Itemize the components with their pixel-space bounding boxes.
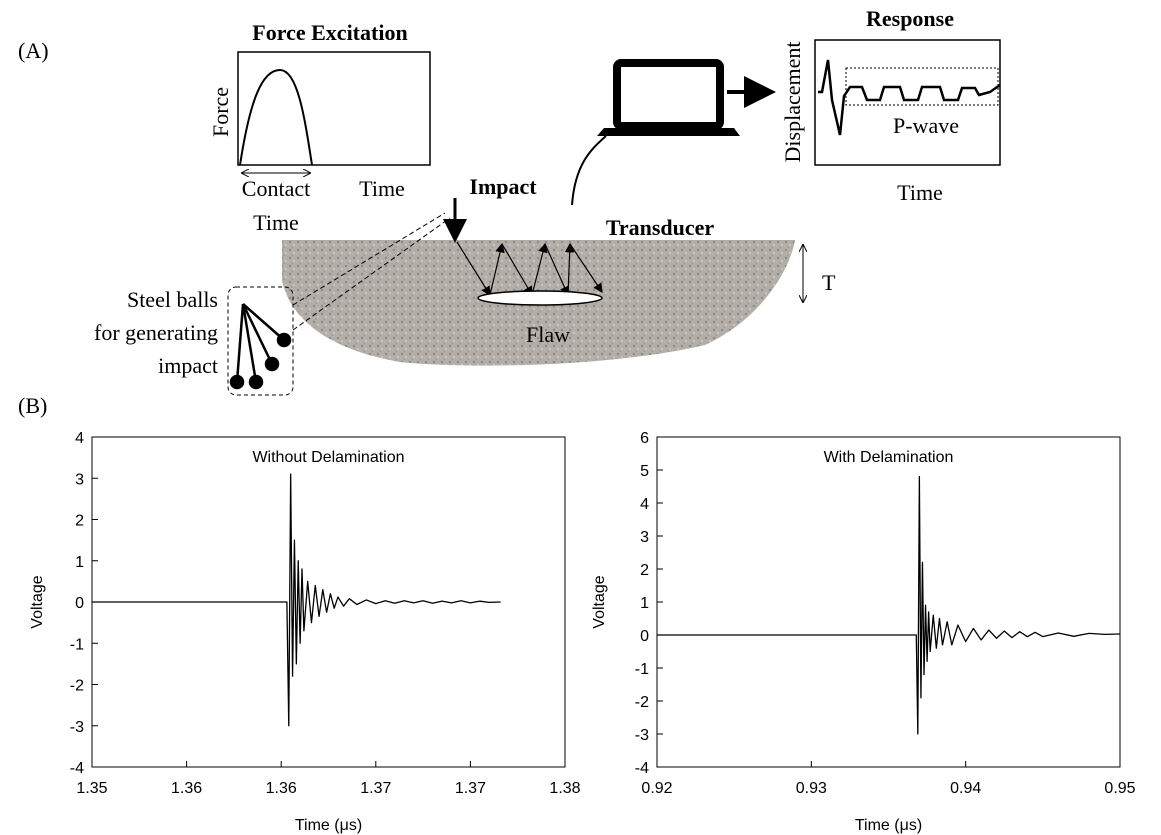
x-tick-label: 1.36 <box>171 780 202 797</box>
y-tick-label: 3 <box>640 529 649 546</box>
force-axis: Force <box>208 87 233 137</box>
x-axis-label: Time (μs) <box>295 817 362 834</box>
x-tick-label: 1.35 <box>76 780 107 797</box>
x-tick-label: 0.94 <box>950 780 981 797</box>
contact-label: Time <box>253 210 299 235</box>
force-title: Force Excitation <box>252 20 407 45</box>
y-tick-label: -2 <box>70 678 84 695</box>
p-wave-box <box>845 67 999 106</box>
y-tick-label: -1 <box>635 661 649 678</box>
x-axis-label: Time (μs) <box>855 817 922 834</box>
panel-label: (B) <box>18 393 47 418</box>
y-axis-label: Voltage <box>29 575 46 628</box>
y-tick-label: 3 <box>75 471 84 488</box>
wave-paths <box>456 241 603 297</box>
force-box <box>237 51 431 166</box>
p-wave: P-wave <box>893 113 959 138</box>
y-tick-label: 4 <box>75 430 84 447</box>
y-tick-label: 2 <box>640 562 649 579</box>
x-tick-label: 0.93 <box>796 780 827 797</box>
cable <box>571 135 607 206</box>
flaw-shape <box>477 290 603 306</box>
impact: Impact <box>469 174 537 199</box>
y-tick-label: 2 <box>75 513 84 530</box>
y-axis-label: Voltage <box>591 575 608 628</box>
x-tick-label: 1.38 <box>549 780 580 797</box>
flaw: Flaw <box>526 322 570 347</box>
response-box <box>814 39 1001 166</box>
x-tick-label: 1.36 <box>266 780 297 797</box>
response-time: Time <box>897 180 943 205</box>
y-tick-label: 1 <box>75 554 84 571</box>
steel-balls-label: impact <box>158 353 218 378</box>
chart-title: With Delamination <box>824 449 954 466</box>
plot-frame <box>656 436 1121 768</box>
x-tick-label: 1.37 <box>455 780 486 797</box>
y-tick-label: 5 <box>640 463 649 480</box>
y-tick-label: -4 <box>70 760 84 777</box>
signal-line <box>92 473 501 727</box>
dashed-link <box>292 212 446 306</box>
response-curve <box>818 59 1001 136</box>
response-title: Response <box>866 6 954 31</box>
steel-balls <box>229 303 292 390</box>
y-tick-label: -3 <box>70 719 84 736</box>
y-tick-label: 0 <box>640 628 649 645</box>
y-tick-label: -2 <box>635 694 649 711</box>
y-tick-label: 4 <box>640 496 649 513</box>
y-tick-label: 1 <box>640 595 649 612</box>
steel-balls-label: Steel balls <box>127 287 218 312</box>
force-curve <box>239 68 313 166</box>
dashed-link <box>292 217 451 331</box>
contact-label: Contact <box>242 176 310 201</box>
x-tick-label: 0.92 <box>641 780 672 797</box>
steel-balls-label: for generating <box>94 320 218 345</box>
x-tick-label: 0.95 <box>1104 780 1135 797</box>
laptop-base <box>597 128 740 136</box>
thickness: T <box>822 270 836 295</box>
signal-line <box>657 475 1121 735</box>
y-tick-label: -3 <box>635 727 649 744</box>
force-time: Time <box>359 176 405 201</box>
steel-ball-box <box>227 286 294 396</box>
y-tick-label: 0 <box>75 595 84 612</box>
y-tick-label: 6 <box>640 430 649 447</box>
chart-title: Without Delamination <box>252 449 404 466</box>
displacement: Displacement <box>780 42 805 163</box>
x-tick-label: 1.37 <box>360 780 391 797</box>
laptop-screen <box>613 59 724 130</box>
y-tick-label: -1 <box>70 636 84 653</box>
transducer: Transducer <box>606 215 715 240</box>
panel-label: (A) <box>18 38 49 63</box>
y-tick-label: -4 <box>635 760 649 777</box>
